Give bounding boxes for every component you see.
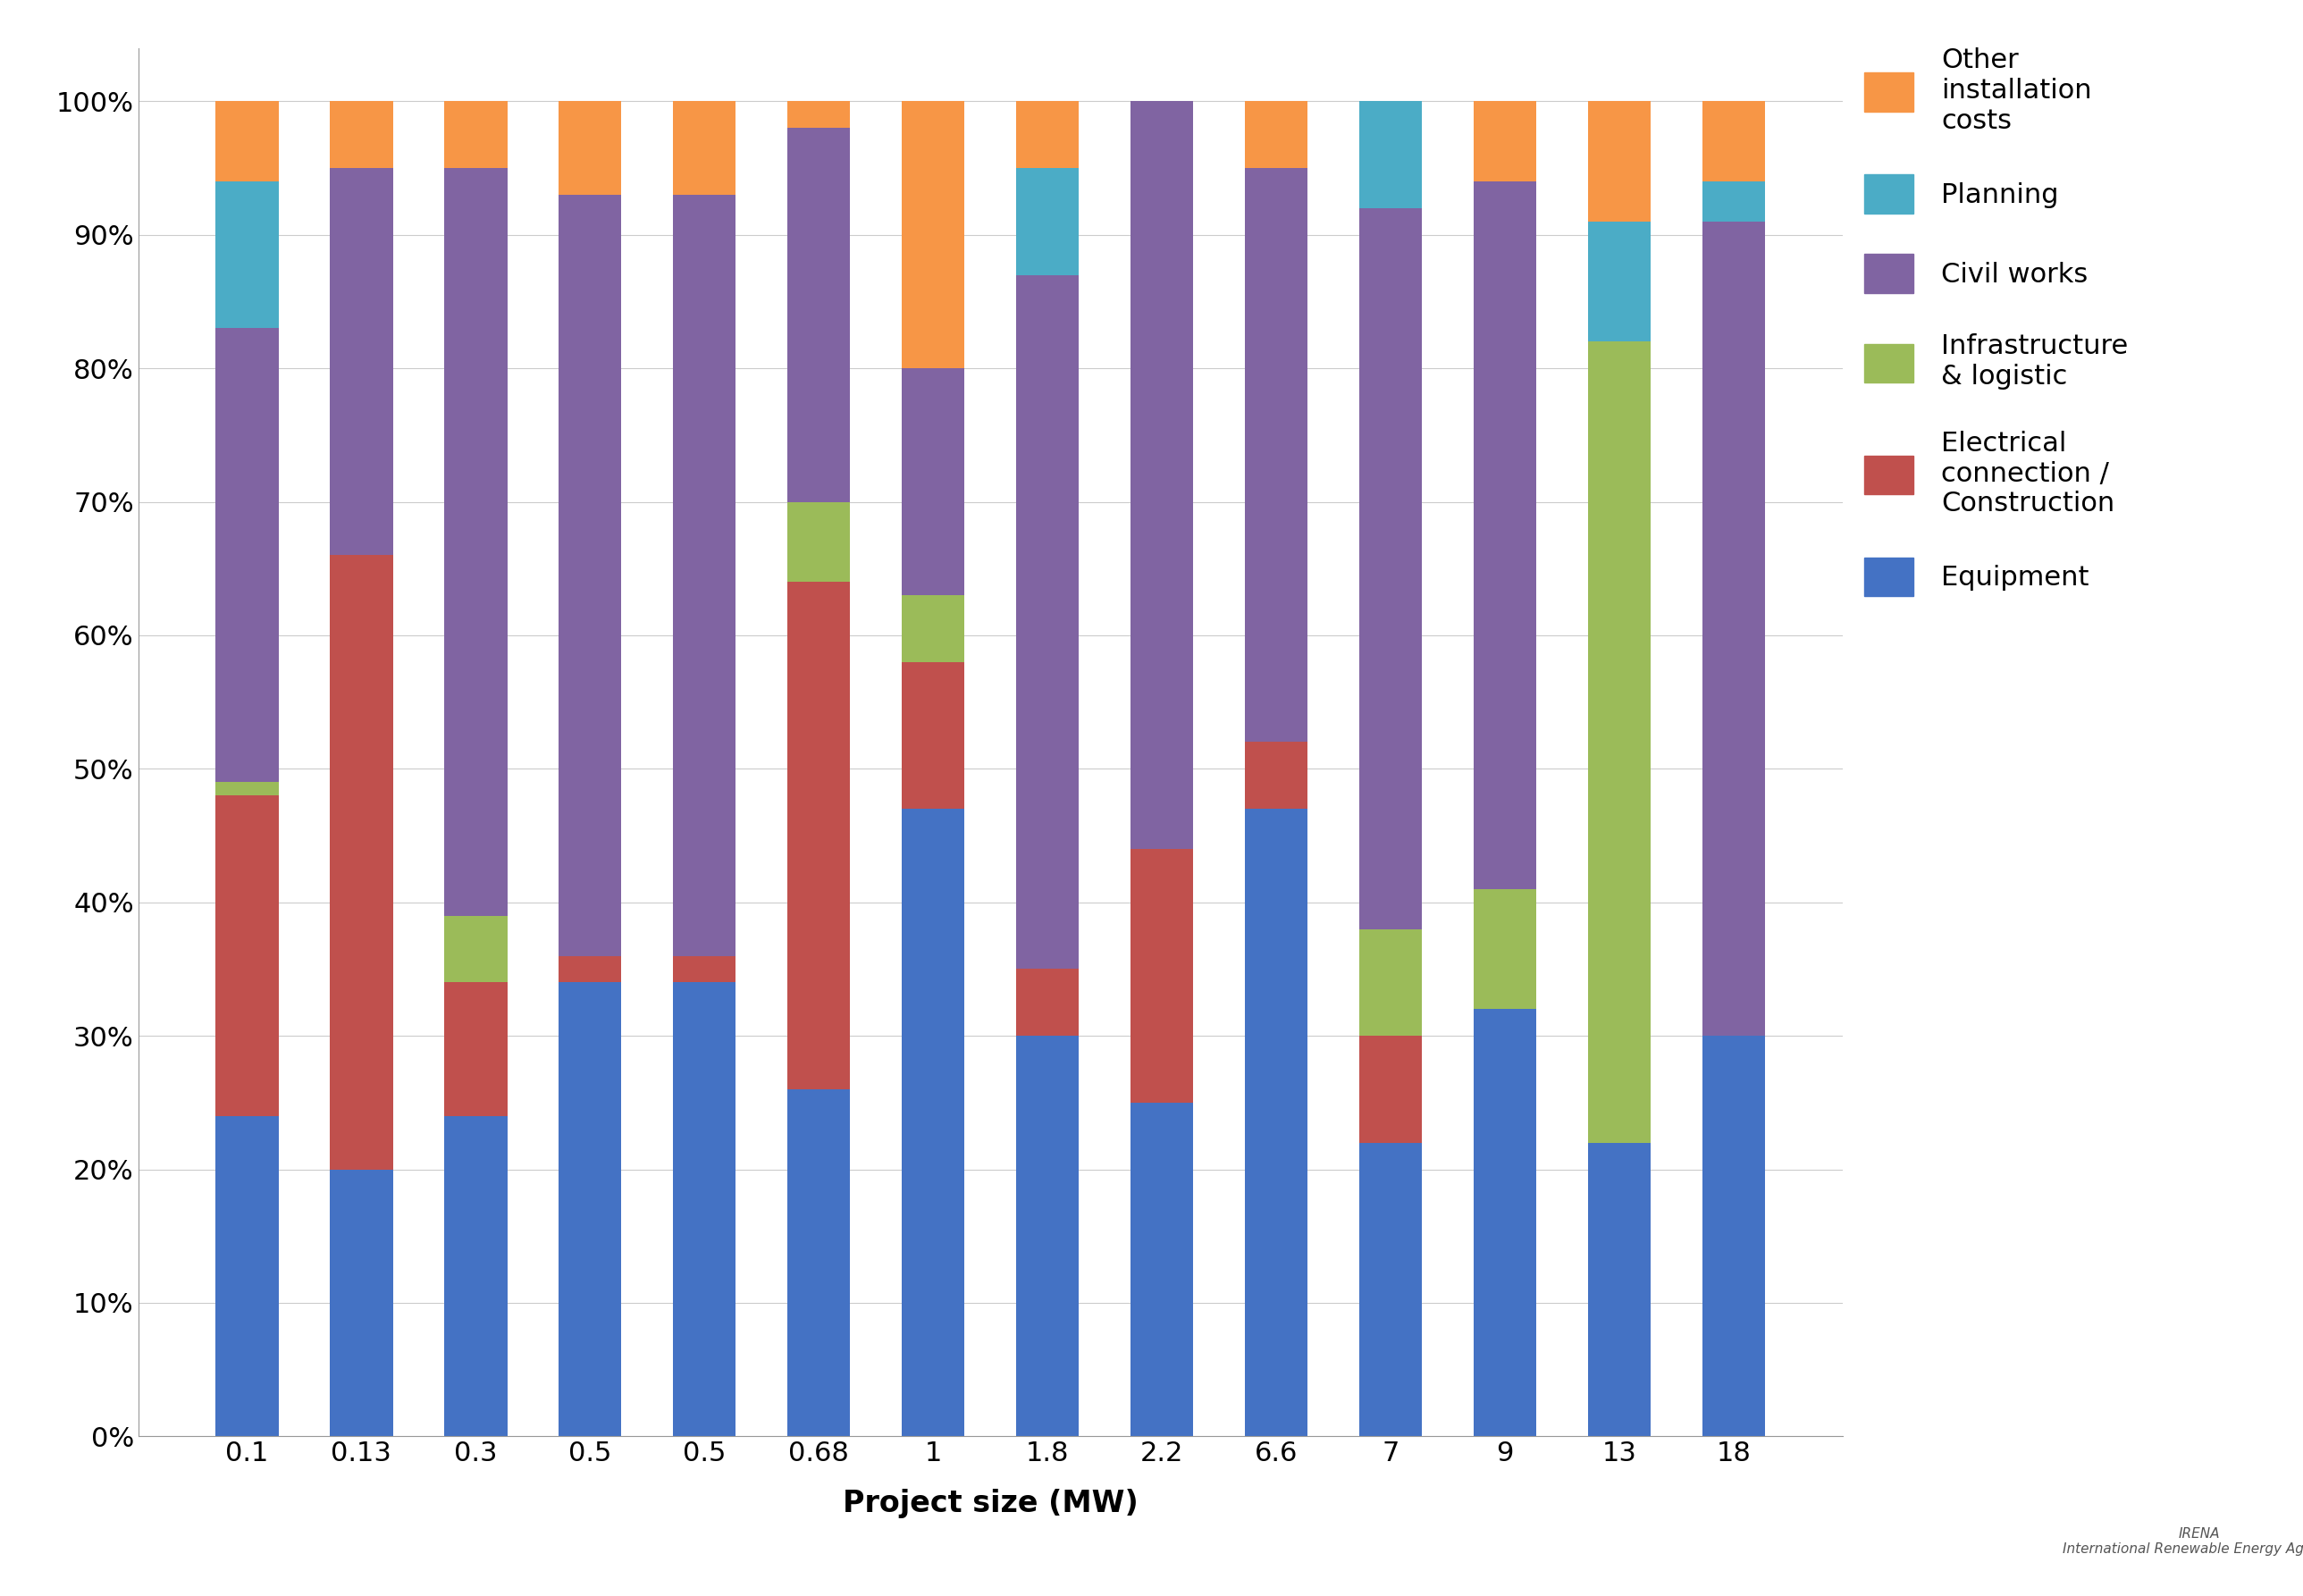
Bar [1474,1009,1536,1436]
X-axis label: Project size (MW): Project size (MW) [843,1489,1138,1518]
Bar [1702,182,1764,222]
Bar [788,128,850,501]
Bar [560,956,622,983]
Bar [1131,101,1193,849]
Bar [1359,929,1421,1036]
Bar [1474,182,1536,889]
Bar [216,1116,279,1436]
Bar [903,101,965,369]
Bar [1244,101,1308,168]
Bar [788,101,850,128]
Bar [1587,1143,1651,1436]
Legend: Other
installation
costs, Planning, Civil works, Infrastructure
& logistic, Elec: Other installation costs, Planning, Civi… [1865,48,2128,597]
Bar [672,195,737,956]
Bar [1702,1036,1764,1436]
Bar [672,956,737,983]
Bar [444,168,507,916]
Bar [329,1170,394,1436]
Bar [1244,742,1308,809]
Bar [1702,101,1764,182]
Bar [216,795,279,1116]
Bar [216,329,279,782]
Bar [444,1116,507,1436]
Bar [903,595,965,662]
Bar [1359,1143,1421,1436]
Bar [1244,168,1308,742]
Bar [788,583,850,1090]
Bar [216,782,279,795]
Bar [1016,969,1078,1036]
Bar [1359,207,1421,929]
Bar [1131,1103,1193,1436]
Bar [1702,222,1764,1036]
Bar [1474,101,1536,182]
Bar [329,101,394,168]
Bar [672,983,737,1436]
Bar [1016,101,1078,168]
Bar [444,101,507,168]
Bar [903,662,965,809]
Bar [329,555,394,1170]
Bar [560,195,622,956]
Bar [444,916,507,983]
Bar [903,809,965,1436]
Bar [560,101,622,195]
Bar [1359,1036,1421,1143]
Bar [1587,342,1651,1143]
Bar [788,1090,850,1436]
Bar [1474,889,1536,1009]
Text: IRENA
International Renewable Energy Agency: IRENA International Renewable Energy Age… [2063,1527,2303,1556]
Bar [329,168,394,555]
Bar [788,501,850,583]
Bar [903,369,965,595]
Bar [1359,101,1421,207]
Bar [216,101,279,182]
Bar [1016,1036,1078,1436]
Bar [1016,275,1078,969]
Bar [672,101,737,195]
Bar [1131,849,1193,1103]
Bar [560,983,622,1436]
Bar [1587,101,1651,222]
Bar [444,983,507,1116]
Bar [1016,168,1078,275]
Bar [216,182,279,329]
Bar [1244,809,1308,1436]
Bar [1587,222,1651,342]
